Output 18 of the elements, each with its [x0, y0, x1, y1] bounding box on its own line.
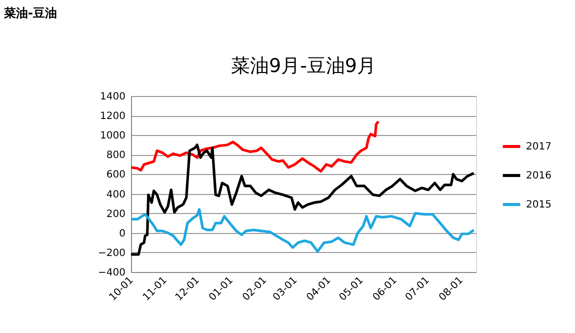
line-series — [130, 208, 476, 253]
y-tick-label: 400 — [106, 189, 126, 200]
line-series — [130, 120, 380, 173]
y-tick-label: 1000 — [100, 130, 126, 142]
line-series — [130, 144, 476, 256]
legend-label: 2015 — [526, 200, 552, 210]
y-tick-label: 1400 — [100, 92, 126, 102]
y-tick-label: 800 — [106, 150, 126, 162]
y-tick-label: −200 — [98, 248, 126, 259]
y-tick-label: −400 — [98, 268, 126, 278]
chart-subtitle: 菜油9月-豆油9月 — [230, 55, 376, 77]
text: 菜油-豆油 — [3, 6, 57, 20]
legend-label: 2017 — [526, 142, 552, 152]
y-tick-label: 0 — [119, 228, 126, 240]
y-tick-label: 1200 — [100, 111, 126, 122]
y-tick-label: 600 — [106, 170, 126, 181]
y-tick-label: 200 — [106, 208, 126, 220]
legend-label: 2016 — [526, 170, 552, 182]
